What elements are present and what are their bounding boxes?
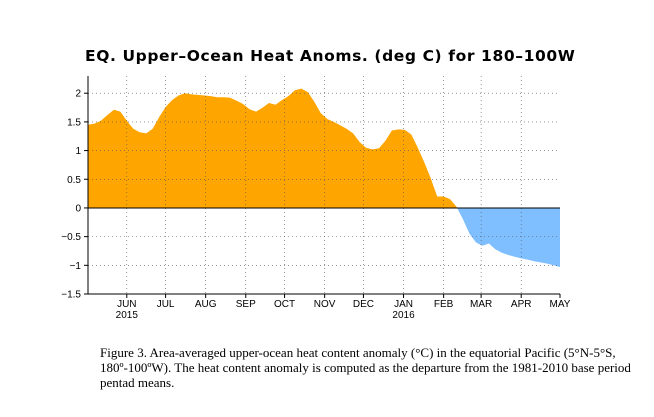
positive-anomaly-area xyxy=(88,88,560,208)
x-tick-label: JAN xyxy=(394,299,413,310)
y-tick-label: 0.5 xyxy=(67,175,81,186)
negative-anomaly-area xyxy=(88,207,560,267)
x-tick-year-label: 2015 xyxy=(116,310,139,321)
y-tick-label: 1.5 xyxy=(67,117,81,128)
y-tick-label: 0 xyxy=(75,203,81,214)
x-tick-label: SEP xyxy=(236,299,256,310)
y-tick-label: −1.5 xyxy=(61,290,81,301)
x-tick-label: OCT xyxy=(274,299,295,310)
y-tick-label: −1 xyxy=(70,261,82,272)
x-tick-label: DEC xyxy=(353,299,374,310)
x-tick-label: NOV xyxy=(314,299,336,310)
x-tick-label: AUG xyxy=(195,299,217,310)
y-tick-label: 1 xyxy=(75,146,81,157)
y-tick-label: 2 xyxy=(75,89,81,100)
y-tick-label: −0.5 xyxy=(61,232,81,243)
x-tick-label: FEB xyxy=(434,299,454,310)
x-tick-label: JUN xyxy=(117,299,136,310)
chart-title: EQ. Upper–Ocean Heat Anoms. (deg C) for … xyxy=(85,47,575,65)
x-tick-label: APR xyxy=(511,299,532,310)
x-tick-label: JUL xyxy=(157,299,175,310)
x-tick-label: MAY xyxy=(550,299,571,310)
x-tick-label: MAR xyxy=(470,299,492,310)
x-tick-year-label: 2016 xyxy=(392,310,415,321)
figure-caption: Figure 3. Area-averaged upper-ocean heat… xyxy=(100,345,631,390)
heat-anomaly-chart: EQ. Upper–Ocean Heat Anoms. (deg C) for … xyxy=(61,47,575,321)
